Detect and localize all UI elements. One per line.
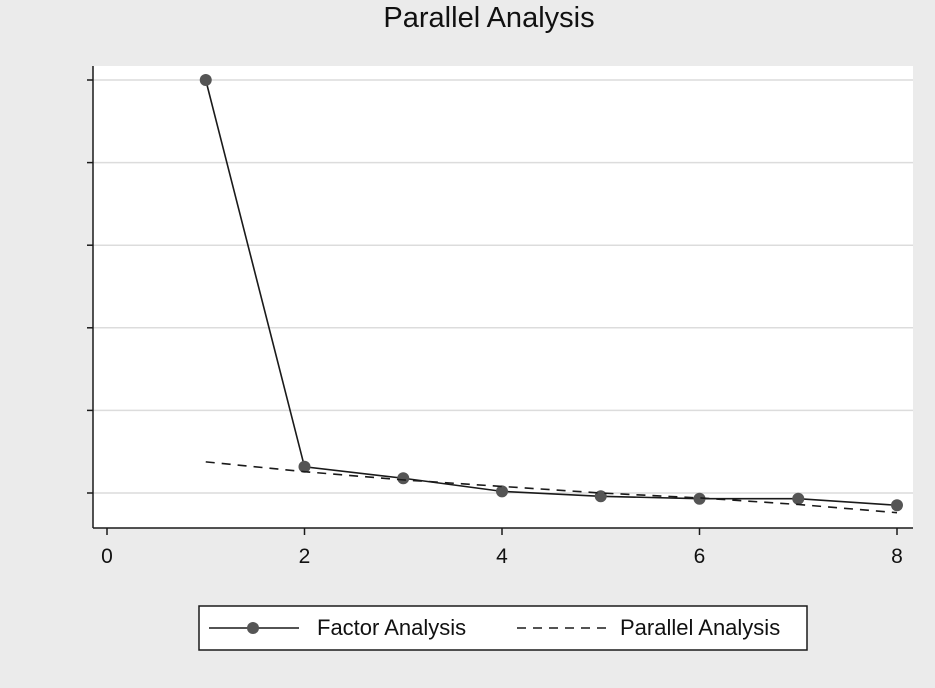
- chart-title: Parallel Analysis: [383, 2, 594, 34]
- factor-analysis-point: [397, 472, 410, 485]
- factor-analysis-point: [792, 492, 805, 505]
- plot-area: [93, 66, 913, 528]
- legend-box: [198, 605, 808, 651]
- axis-layer: 0 2 4 6 8: [87, 66, 913, 568]
- factor-analysis-point: [298, 460, 311, 473]
- factor-analysis-point: [496, 485, 508, 498]
- x-tick-label: 6: [694, 545, 706, 568]
- series-layer: [199, 74, 903, 514]
- factor-analysis-point: [891, 499, 903, 512]
- legend-factor-label: Factor Analysis: [317, 615, 466, 640]
- legend-parallel-label: Parallel Analysis: [620, 615, 780, 640]
- legend-factor-marker: [247, 622, 259, 634]
- factor-analysis-point: [693, 492, 706, 505]
- factor-analysis-point: [199, 74, 212, 86]
- factor-analysis-line: [204, 79, 898, 507]
- x-tick-label: 8: [891, 545, 903, 568]
- x-tick-label: 2: [299, 545, 311, 568]
- parallel-analysis-line: [205, 461, 898, 514]
- x-tick-label: 0: [101, 545, 113, 568]
- grid-layer: [93, 79, 913, 494]
- factor-analysis-point: [594, 490, 607, 503]
- x-tick-label: 4: [496, 545, 508, 568]
- legend: Factor Analysis Parallel Analysis: [198, 605, 808, 651]
